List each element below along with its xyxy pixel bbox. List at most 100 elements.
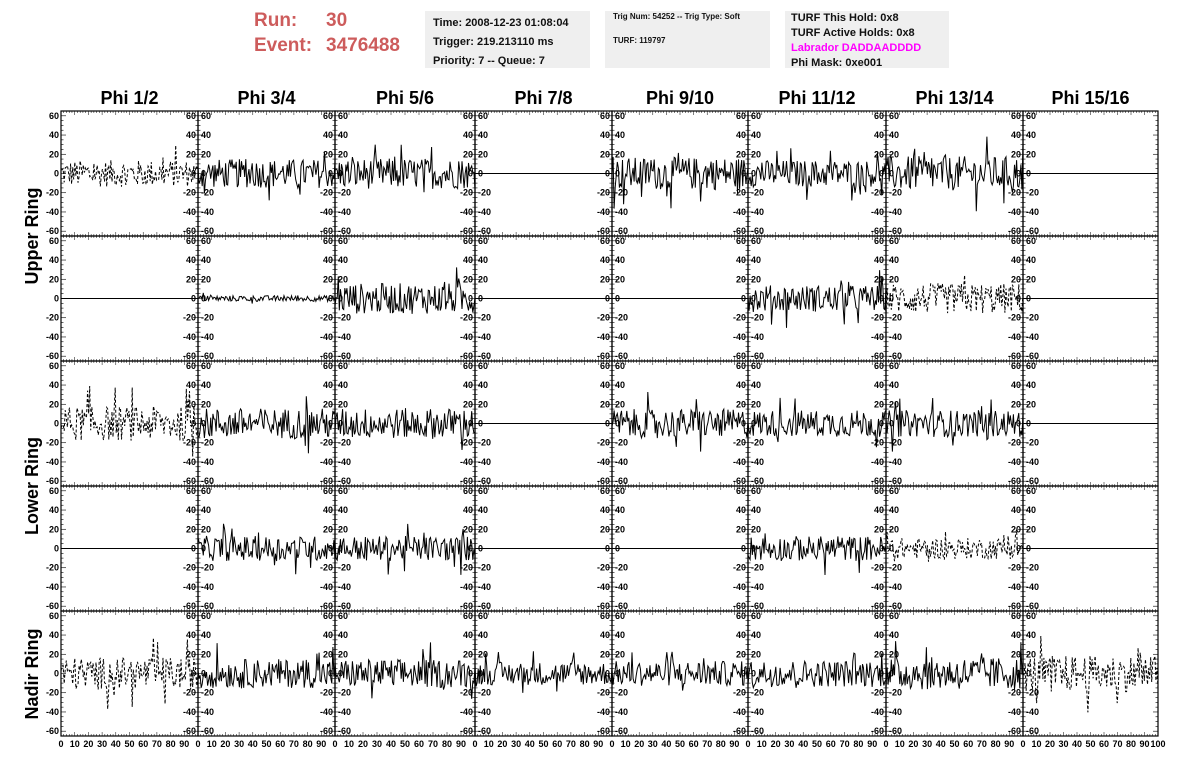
y-tick-label: -40 — [751, 332, 764, 342]
y-tick-label: -60 — [597, 226, 610, 236]
y-tick-label: 60 — [874, 236, 884, 246]
panel-frame — [334, 110, 476, 237]
y-tick-label: 40 — [186, 505, 196, 515]
y-tick-label: -40 — [46, 582, 59, 592]
time-info-pane: Time: 2008-12-23 01:08:04 Trigger: 219.2… — [425, 11, 590, 68]
y-tick-label: -40 — [201, 582, 214, 592]
y-tick-label: -60 — [478, 476, 491, 486]
y-tick-label: -20 — [320, 313, 333, 323]
y-tick-label: 40 — [463, 255, 473, 265]
run-value: 30 — [326, 10, 348, 31]
y-tick-label: -40 — [201, 207, 214, 217]
y-tick-label: 0 — [751, 544, 756, 554]
y-tick-label: -40 — [751, 457, 764, 467]
y-tick-label: 60 — [600, 361, 610, 371]
y-tick-label: -20 — [183, 438, 196, 448]
y-tick-label: 20 — [338, 399, 348, 409]
y-tick-label: 0 — [191, 419, 196, 429]
panel-frame — [747, 235, 887, 362]
y-tick-label: 60 — [49, 361, 59, 371]
y-tick-label: -40 — [1026, 207, 1039, 217]
y-tick-label: -20 — [46, 438, 59, 448]
column-title: Phi 1/2 — [100, 88, 158, 108]
y-tick-label: 20 — [736, 149, 746, 159]
y-tick-label: 40 — [615, 505, 625, 515]
y-tick-label: 60 — [1026, 361, 1036, 371]
y-tick-label: 0 — [879, 294, 884, 304]
y-tick-label: 40 — [1011, 255, 1021, 265]
waveform-trace — [197, 151, 336, 201]
column-title: Phi 11/12 — [778, 88, 855, 108]
y-tick-label: 20 — [615, 274, 625, 284]
y-tick-label: -20 — [751, 313, 764, 323]
y-tick-label: -20 — [751, 438, 764, 448]
y-tick-label: -60 — [751, 351, 764, 361]
y-tick-label: 20 — [615, 524, 625, 534]
y-tick-label: 40 — [478, 255, 488, 265]
y-tick-label: 20 — [736, 524, 746, 534]
labrador-text: Labrador DADDAADDDD — [791, 42, 922, 54]
waveform-trace — [334, 523, 476, 575]
y-tick-label: 20 — [186, 149, 196, 159]
y-tick-label: 40 — [201, 505, 211, 515]
waveform-trace — [197, 523, 336, 575]
y-tick-label: -40 — [201, 457, 214, 467]
y-tick-label: -60 — [338, 226, 351, 236]
y-tick-label: -60 — [201, 601, 214, 611]
y-tick-label: 60 — [615, 236, 625, 246]
y-tick-label: 20 — [186, 524, 196, 534]
y-tick-label: 60 — [478, 111, 488, 121]
y-tick-label: -40 — [597, 457, 610, 467]
y-tick-label: -40 — [597, 582, 610, 592]
waveform-trace — [60, 385, 199, 457]
y-tick-label: 20 — [889, 399, 899, 409]
y-tick-label: -20 — [751, 188, 764, 198]
y-tick-label: 20 — [463, 149, 473, 159]
y-tick-label: 40 — [478, 130, 488, 140]
y-tick-label: -60 — [1026, 351, 1039, 361]
waveform-trace — [334, 267, 476, 314]
y-tick-label: 60 — [736, 236, 746, 246]
column-title: Phi 5/6 — [376, 88, 434, 108]
y-tick-label: -20 — [320, 563, 333, 573]
y-tick-label: 40 — [600, 380, 610, 390]
y-tick-label: -40 — [1026, 457, 1039, 467]
y-tick-label: -60 — [1008, 351, 1021, 361]
y-tick-label: -60 — [615, 226, 628, 236]
y-tick-label: -60 — [1026, 226, 1039, 236]
waveform-trace — [747, 148, 887, 201]
panel-frame — [885, 235, 1024, 362]
trigger-info-pane: Trig Num: 54252 -- Trig Type: Soft TURF:… — [605, 11, 770, 68]
y-tick-label: 60 — [751, 236, 761, 246]
y-tick-label: -60 — [320, 476, 333, 486]
y-tick-label: 0 — [191, 544, 196, 554]
y-tick-label: 60 — [463, 361, 473, 371]
y-tick-label: -20 — [201, 313, 214, 323]
y-tick-label: 40 — [600, 255, 610, 265]
event-value: 3476488 — [326, 35, 400, 56]
y-tick-label: -60 — [751, 476, 764, 486]
y-tick-label: -40 — [615, 332, 628, 342]
y-tick-label: -40 — [183, 457, 196, 467]
y-tick-label: -60 — [183, 476, 196, 486]
y-tick-label: -60 — [597, 476, 610, 486]
waveform-trace — [197, 396, 336, 454]
waveform-trace — [885, 275, 1024, 314]
y-tick-label: -60 — [460, 226, 473, 236]
y-tick-label: -40 — [733, 457, 746, 467]
y-tick-label: 20 — [751, 149, 761, 159]
y-tick-label: -40 — [733, 207, 746, 217]
y-tick-label: 40 — [201, 130, 211, 140]
y-tick-label: -40 — [320, 207, 333, 217]
y-tick-label: -60 — [889, 226, 902, 236]
y-tick-label: 40 — [49, 130, 59, 140]
y-tick-label: 20 — [889, 274, 899, 284]
y-tick-label: 20 — [338, 149, 348, 159]
y-tick-label: -20 — [478, 563, 491, 573]
y-tick-label: -20 — [615, 563, 628, 573]
y-tick-label: 60 — [874, 361, 884, 371]
y-tick-label: 20 — [615, 149, 625, 159]
y-tick-label: 20 — [463, 524, 473, 534]
y-tick-label: -40 — [338, 332, 351, 342]
